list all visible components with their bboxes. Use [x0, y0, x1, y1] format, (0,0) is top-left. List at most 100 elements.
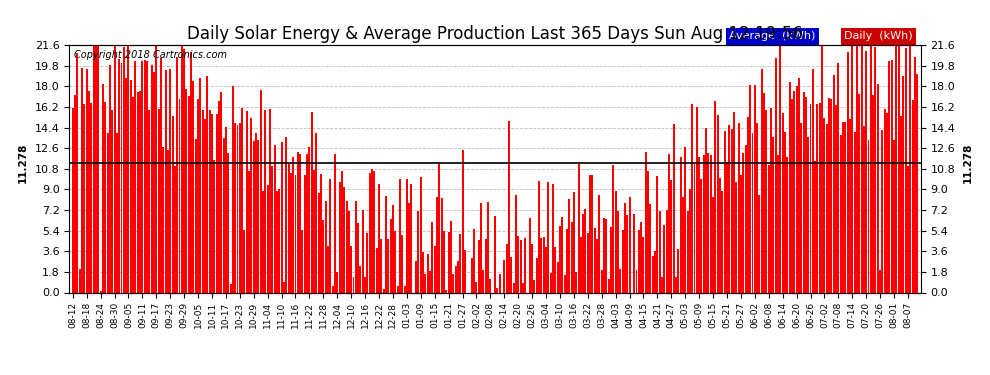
Bar: [364, 278, 366, 292]
Bar: [332, 286, 334, 292]
Bar: [775, 58, 777, 292]
Bar: [111, 110, 113, 292]
Bar: [765, 110, 767, 292]
Bar: [886, 112, 888, 292]
Bar: [914, 57, 916, 292]
Bar: [309, 147, 311, 292]
Bar: [803, 92, 805, 292]
Bar: [447, 232, 449, 292]
Bar: [213, 159, 215, 292]
Bar: [860, 45, 862, 292]
Bar: [582, 213, 584, 292]
Bar: [777, 154, 779, 292]
Bar: [449, 222, 451, 292]
Bar: [418, 211, 420, 292]
Bar: [898, 45, 900, 292]
Bar: [789, 82, 791, 292]
Bar: [547, 182, 549, 292]
Bar: [79, 269, 81, 292]
Bar: [280, 142, 282, 292]
Bar: [742, 153, 744, 292]
Bar: [197, 99, 199, 292]
Bar: [292, 157, 294, 292]
Bar: [339, 182, 341, 292]
Bar: [368, 173, 370, 292]
Bar: [482, 270, 484, 292]
Bar: [283, 282, 285, 292]
Bar: [406, 179, 408, 292]
Bar: [408, 203, 410, 292]
Bar: [116, 133, 118, 292]
Bar: [541, 238, 543, 292]
Bar: [401, 234, 403, 292]
Bar: [325, 201, 327, 292]
Bar: [573, 192, 575, 292]
Bar: [313, 170, 315, 292]
Bar: [299, 154, 301, 292]
Bar: [772, 137, 774, 292]
Bar: [285, 137, 287, 292]
Bar: [415, 261, 417, 292]
Bar: [302, 230, 304, 292]
Bar: [634, 213, 636, 292]
Bar: [478, 240, 480, 292]
Bar: [814, 161, 816, 292]
Bar: [768, 165, 770, 292]
Bar: [643, 237, 644, 292]
Bar: [257, 140, 259, 292]
Bar: [95, 45, 97, 292]
Bar: [710, 155, 712, 292]
Bar: [385, 196, 387, 292]
Bar: [517, 236, 519, 292]
Bar: [601, 270, 603, 292]
Bar: [627, 215, 629, 292]
Bar: [712, 197, 714, 292]
Bar: [88, 92, 90, 292]
Bar: [147, 61, 148, 292]
Bar: [719, 178, 721, 292]
Bar: [506, 244, 508, 292]
Bar: [311, 112, 313, 292]
Bar: [244, 230, 246, 292]
Bar: [677, 249, 679, 292]
Bar: [223, 138, 225, 292]
Bar: [522, 283, 524, 292]
Bar: [287, 164, 289, 292]
Bar: [218, 101, 220, 292]
Bar: [443, 231, 445, 292]
Bar: [670, 180, 672, 292]
Text: Copyright 2018 Cartronics.com: Copyright 2018 Cartronics.com: [73, 50, 227, 60]
Bar: [128, 45, 130, 292]
Text: Average  (kWh): Average (kWh): [729, 31, 816, 41]
Bar: [114, 45, 116, 292]
Bar: [181, 45, 183, 292]
Bar: [100, 291, 102, 292]
Bar: [436, 197, 438, 292]
Bar: [756, 123, 758, 292]
Bar: [665, 210, 667, 292]
Bar: [763, 93, 765, 292]
Bar: [271, 166, 273, 292]
Bar: [144, 60, 146, 292]
Bar: [427, 254, 429, 292]
Bar: [893, 140, 895, 292]
Bar: [587, 232, 589, 292]
Bar: [392, 205, 394, 292]
Bar: [796, 86, 798, 292]
Bar: [577, 163, 579, 292]
Bar: [102, 84, 104, 292]
Bar: [805, 97, 807, 292]
Bar: [724, 131, 726, 292]
Bar: [371, 169, 373, 292]
Bar: [178, 99, 180, 292]
Bar: [786, 157, 788, 292]
Bar: [306, 154, 308, 292]
Bar: [202, 110, 204, 292]
Bar: [174, 166, 176, 292]
Bar: [297, 152, 299, 292]
Bar: [656, 176, 658, 292]
Bar: [457, 261, 459, 292]
Bar: [715, 101, 717, 292]
Bar: [610, 226, 612, 292]
Bar: [235, 123, 237, 292]
